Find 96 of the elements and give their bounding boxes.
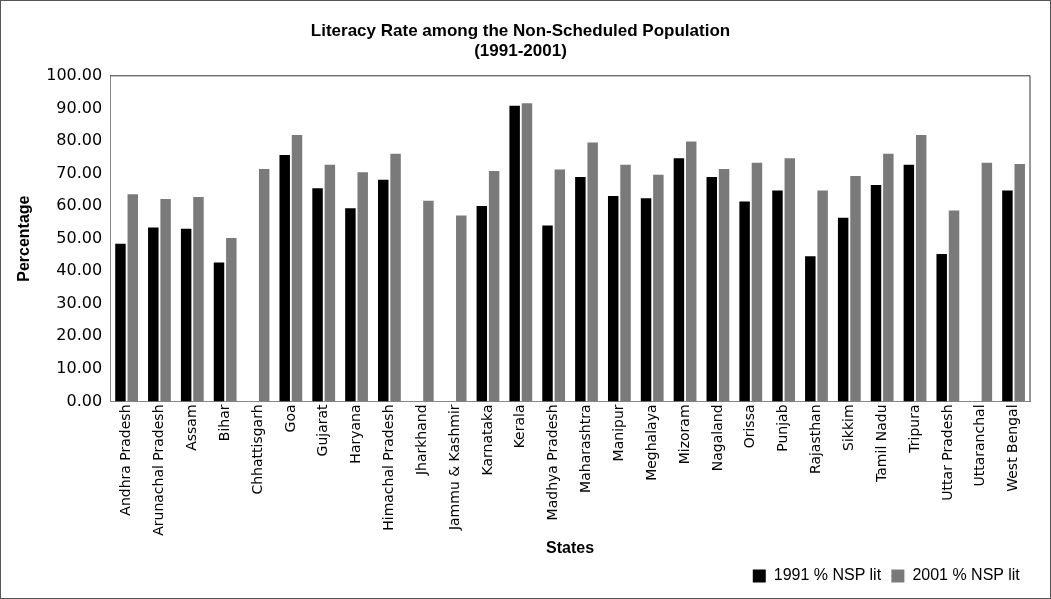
bar	[870, 184, 882, 402]
bar	[345, 208, 356, 402]
bar	[423, 200, 434, 402]
y-tick-label: 90.00	[56, 97, 103, 117]
bar	[883, 153, 894, 402]
bar	[751, 162, 763, 402]
bar	[258, 168, 270, 402]
bar	[554, 169, 566, 402]
chart-title: Literacy Rate among the Non-Scheduled Population (1991-2001)	[310, 20, 731, 61]
bar	[324, 164, 336, 402]
y-tick-label: 80.00	[56, 130, 103, 150]
y-tick-label: 0.00	[66, 390, 103, 410]
bar	[1014, 164, 1025, 402]
bar	[542, 225, 553, 402]
bar	[772, 190, 783, 402]
x-tick-label: Mizoram	[675, 404, 692, 465]
y-tick-label: 50.00	[56, 227, 103, 247]
y-tick-label: 20.00	[56, 325, 103, 345]
bar	[148, 227, 159, 402]
bar	[357, 172, 368, 402]
bar	[378, 179, 389, 402]
y-axis-title: Percentage	[15, 195, 33, 282]
bar	[521, 103, 533, 402]
x-tick-label: Kerala	[511, 404, 528, 449]
x-tick-label: Chhattisgarh	[248, 404, 265, 495]
x-tick-label: Rajasthan	[807, 404, 824, 475]
x-tick-label: Uttar Pradesh	[938, 404, 955, 501]
x-tick-label: Karnataka	[478, 404, 495, 476]
bar	[640, 198, 652, 402]
bar	[706, 177, 717, 402]
x-tick-label: Punjab	[774, 404, 791, 452]
bar	[936, 253, 947, 402]
bar	[180, 228, 192, 402]
x-tick-label: Nagaland	[708, 404, 725, 472]
y-tick-label: 40.00	[56, 260, 103, 280]
bar	[587, 142, 598, 402]
x-tick-label: Meghalaya	[642, 404, 659, 481]
x-tick-label: Tamil Nadu	[872, 404, 889, 483]
bar	[915, 135, 927, 402]
y-tick-label: 70.00	[56, 162, 103, 182]
x-tick-label: Jharkhand	[412, 404, 429, 477]
bar	[739, 201, 750, 402]
y-tick-label: 30.00	[56, 292, 103, 312]
legend-label: 1991 % NSP lit	[773, 566, 882, 584]
bar	[620, 164, 631, 402]
x-tick-label: Manipur	[610, 404, 627, 462]
x-tick-label: Sikkim	[839, 404, 856, 451]
bar	[127, 194, 139, 402]
y-tick-label: 100.00	[46, 64, 103, 84]
x-tick-label: Uttaranchal	[971, 404, 988, 487]
x-axis-title: States	[546, 538, 595, 556]
bar	[312, 188, 323, 402]
x-tick-label: Tripura	[905, 404, 922, 454]
x-tick-label: Madhya Pradesh	[544, 404, 561, 521]
bar	[456, 215, 467, 402]
x-tick-label: Jammu & Kashmir	[445, 404, 462, 532]
y-tick-label: 60.00	[56, 195, 103, 215]
bar	[607, 195, 619, 402]
bar	[279, 154, 290, 402]
bar	[805, 256, 816, 402]
bar	[390, 153, 401, 402]
bar	[291, 135, 303, 402]
x-tick-label: Goa	[281, 404, 298, 433]
bar	[673, 158, 685, 402]
bar	[718, 168, 730, 402]
x-tick-label: Himachal Pradesh	[380, 404, 397, 531]
bar	[685, 141, 697, 402]
bar	[575, 177, 586, 402]
bar	[837, 217, 849, 402]
bar	[981, 162, 993, 402]
bar	[488, 170, 500, 402]
bar	[653, 174, 664, 402]
bar	[160, 198, 171, 402]
legend-label: 2001 % NSP lit	[912, 566, 1021, 584]
bar	[193, 196, 204, 402]
bar	[850, 176, 861, 402]
x-tick-label: Arunachal Pradesh	[150, 404, 167, 536]
bar	[213, 262, 225, 402]
bar	[115, 243, 126, 402]
y-tick-label: 10.00	[56, 358, 103, 378]
bar	[784, 158, 796, 402]
bar	[817, 190, 828, 402]
x-tick-label: West Bengal	[1004, 404, 1021, 492]
x-tick-label: Maharashtra	[577, 404, 594, 493]
bar	[948, 210, 960, 402]
bar	[1002, 190, 1013, 402]
bar	[476, 206, 488, 402]
x-tick-label: Haryana	[347, 404, 364, 464]
x-tick-label: Assam	[182, 404, 199, 451]
bar	[903, 164, 915, 402]
x-tick-label: Bihar	[215, 404, 232, 442]
x-tick-label: Gujarat	[314, 403, 331, 457]
bar	[226, 237, 237, 402]
x-tick-label: Orissa	[741, 404, 758, 449]
bar	[509, 105, 520, 402]
x-tick-label: Andhra Pradesh	[117, 404, 134, 516]
